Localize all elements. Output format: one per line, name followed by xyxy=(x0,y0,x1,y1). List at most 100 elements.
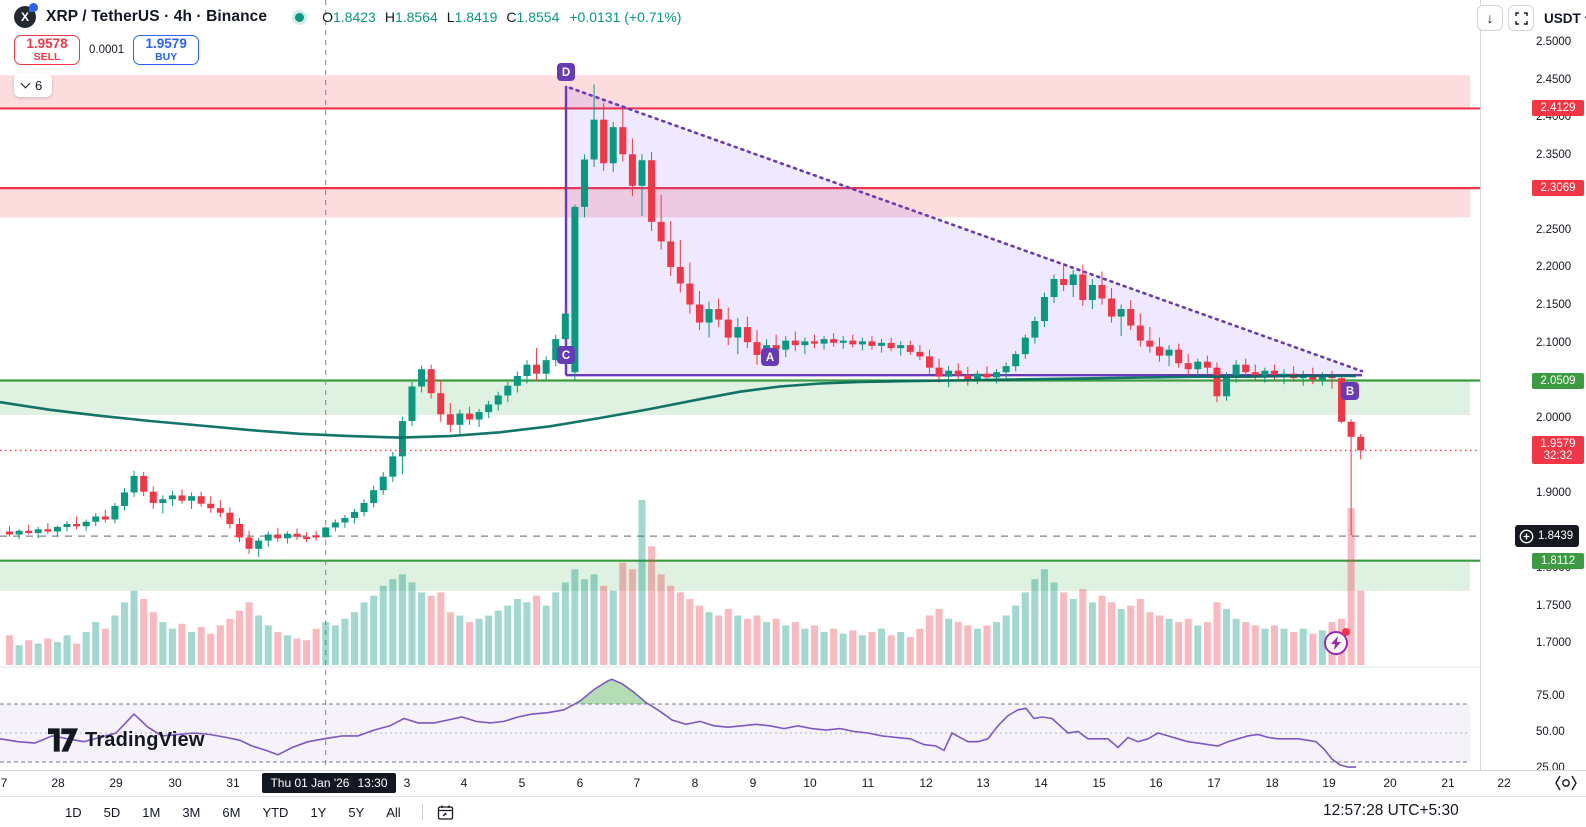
volume-bar xyxy=(1012,605,1020,665)
time-axis[interactable]: Thu 01 Jan '26 13:30 7 28 29 30 31 3 4 5 6 7 8 9 10 1… xyxy=(0,770,1586,796)
volume-bar xyxy=(513,599,521,665)
symbol-title[interactable]: XRP / TetherUS · 4h · Binance xyxy=(46,8,268,25)
price-tick: 2.3500 xyxy=(1536,148,1572,161)
triangle-hypotenuse-dotted[interactable] xyxy=(568,86,1364,373)
moving-average-line[interactable] xyxy=(0,374,1356,439)
pattern-label-C[interactable] xyxy=(557,346,575,364)
lightning-bolt-icon xyxy=(1331,636,1341,650)
add-alert-plus-icon[interactable] xyxy=(1519,529,1534,544)
range-button-6m[interactable]: 6M xyxy=(222,804,241,820)
price-label-chip: 2.0509 xyxy=(1532,372,1584,389)
candle-body xyxy=(446,414,454,425)
volume-bar xyxy=(1050,582,1058,665)
volume-bar xyxy=(15,645,23,665)
pattern-label-B[interactable] xyxy=(1341,382,1359,400)
candle-body xyxy=(993,372,1001,378)
range-button-1y[interactable]: 1Y xyxy=(310,804,327,820)
volume-bar xyxy=(753,615,761,665)
candle-body xyxy=(983,373,991,378)
indicators-collapse-button[interactable]: 6 xyxy=(14,73,53,97)
volume-bar xyxy=(101,628,109,665)
volume-bar xyxy=(168,628,176,665)
buy-button[interactable]: 1.9579 BUY xyxy=(133,35,200,65)
volume-bar xyxy=(465,622,473,665)
volume-bar xyxy=(1347,508,1355,665)
indicators-count: 6 xyxy=(35,77,43,93)
candle-body xyxy=(657,221,665,242)
candle-body xyxy=(1223,376,1231,397)
volume-bar xyxy=(734,615,742,665)
crosshair-price-label[interactable]: 1.8439 xyxy=(1515,525,1580,548)
candle-body xyxy=(1194,361,1202,370)
buy-label: BUY xyxy=(155,50,178,63)
pattern-label-A[interactable] xyxy=(761,348,779,366)
go-to-date-button[interactable] xyxy=(437,804,454,821)
candle-body xyxy=(791,340,799,346)
volume-bar xyxy=(743,618,751,665)
volume-bar xyxy=(494,610,502,665)
candle-body xyxy=(341,517,349,523)
candle-body xyxy=(235,524,243,538)
session-settings-icon[interactable] xyxy=(1554,774,1578,792)
volume-bar xyxy=(839,633,847,665)
range-button-1d[interactable]: 1D xyxy=(65,804,82,820)
volume-bar xyxy=(178,623,186,665)
range-button-5y[interactable]: 5Y xyxy=(348,804,365,820)
volume-bar xyxy=(485,615,493,665)
currency-dropdown[interactable]: USDT xyxy=(1544,11,1586,26)
volume-bar xyxy=(810,625,818,665)
sell-button[interactable]: 1.9578 SELL xyxy=(14,35,80,65)
time-tick: 12 xyxy=(919,776,933,790)
candle-body xyxy=(964,375,972,380)
candle-body xyxy=(1117,309,1125,317)
close-key: C xyxy=(506,9,517,25)
time-tick: 22 xyxy=(1497,776,1511,790)
range-button-3m[interactable]: 3M xyxy=(182,804,201,820)
candle-body xyxy=(925,356,933,368)
trade-panel: 1.9578 SELL 0.0001 1.9579 BUY xyxy=(14,35,200,65)
volume-bar xyxy=(312,628,320,665)
price-tick: 2.1000 xyxy=(1536,336,1572,349)
candle-body xyxy=(1050,278,1058,298)
volume-bar xyxy=(964,625,972,665)
volume-bar xyxy=(552,592,560,665)
maximize-pane-button[interactable] xyxy=(1508,5,1534,31)
volume-bar xyxy=(1194,625,1202,665)
candle-body xyxy=(130,475,138,493)
volume-bar xyxy=(255,615,263,665)
volume-bar xyxy=(763,622,771,665)
volume-bar xyxy=(1155,615,1163,665)
volume-bar xyxy=(1309,633,1317,665)
tradingview-logo[interactable]: TradingView xyxy=(48,728,205,752)
volume-bar xyxy=(1318,630,1326,665)
range-button-5d[interactable]: 5D xyxy=(103,804,121,820)
price-chart-canvas[interactable]: D C A B xyxy=(0,0,1480,770)
price-tick: 2.0000 xyxy=(1536,411,1572,424)
volume-bar xyxy=(446,612,454,665)
candle-body xyxy=(1021,337,1029,355)
candle-body xyxy=(906,345,914,352)
clock[interactable]: 12:57:28 UTC+5:30 xyxy=(1323,802,1459,819)
price-label-value: 1.9579 xyxy=(1540,437,1576,450)
triangle-pattern-fill[interactable] xyxy=(566,85,1362,376)
candle-body xyxy=(705,309,713,323)
rsi-line[interactable] xyxy=(0,678,1356,768)
price-tick: 1.9000 xyxy=(1536,486,1572,499)
market-open-dot-icon[interactable] xyxy=(295,12,305,22)
volume-bar xyxy=(1270,625,1278,665)
candle-body xyxy=(945,370,953,377)
pattern-label-D[interactable] xyxy=(557,63,575,81)
tradingview-wordmark: TradingView xyxy=(85,728,205,751)
range-button-1m[interactable]: 1M xyxy=(142,804,161,820)
volume-bar xyxy=(1223,608,1231,665)
candle-body xyxy=(1357,436,1365,451)
range-button-all[interactable]: All xyxy=(386,804,401,820)
change-value: +0.0131 (+0.71%) xyxy=(569,9,682,25)
low-key: L xyxy=(446,9,455,25)
volume-bar xyxy=(331,625,339,665)
scale-reset-button[interactable]: ↓ xyxy=(1477,5,1503,31)
range-button-ytd[interactable]: YTD xyxy=(262,804,289,820)
ohlc-values: O1.8423 H1.8564 L1.8419 C1.8554 xyxy=(322,9,559,25)
price-axis[interactable]: 2.50002.45002.40002.35002.30002.25002.20… xyxy=(1480,0,1586,774)
volume-bar xyxy=(533,595,541,665)
